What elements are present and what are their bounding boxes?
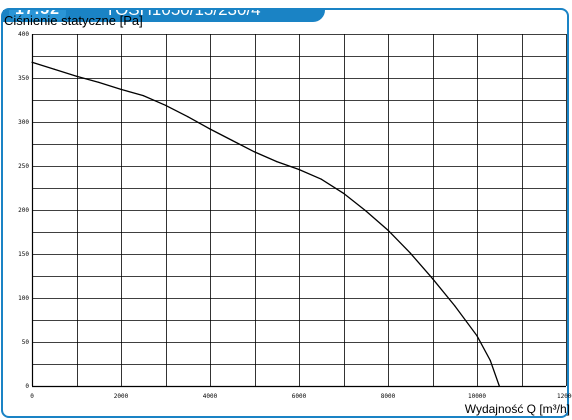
series-point <box>320 178 322 180</box>
series-point <box>365 210 367 212</box>
series-line <box>31 61 500 387</box>
header-badge: 17.52 <box>9 10 67 20</box>
series-point <box>120 88 122 90</box>
series-point <box>409 252 411 254</box>
y-tick-label: 150 <box>18 251 29 258</box>
series-point <box>98 81 100 83</box>
chart-title: Ciśnienie statyczne [Pa] <box>4 13 143 28</box>
series-point <box>164 104 167 106</box>
series-point <box>431 278 434 280</box>
series-point <box>387 229 389 231</box>
y-tick-label: 250 <box>18 163 29 170</box>
series-point <box>209 128 211 130</box>
series-point <box>253 151 256 153</box>
series-point <box>454 305 456 307</box>
x-tick-label: 0 <box>30 393 34 400</box>
series-point <box>276 161 278 163</box>
x-tick-label: 10000 <box>468 393 486 400</box>
y-tick-label: 350 <box>18 75 29 82</box>
series-point <box>53 68 55 70</box>
series-point <box>489 359 491 362</box>
series-point <box>498 385 500 387</box>
series-point <box>75 75 78 77</box>
chart-frame: 17.52 TOSH1050/15/230/4 <box>1 8 569 418</box>
series-point <box>298 168 300 171</box>
header-model: TOSH1050/15/230/4 <box>105 10 261 20</box>
series-point <box>231 139 233 142</box>
x-tick-label: 12000 <box>557 393 572 400</box>
y-tick-label: 200 <box>18 207 29 214</box>
y-tick-label: 0 <box>25 383 29 390</box>
y-tick-label: 300 <box>18 119 29 126</box>
x-axis-label: Wydajność Q [m³/h] <box>464 402 570 416</box>
header-tab: 17.52 TOSH1050/15/230/4 <box>3 10 325 22</box>
y-tick-label: 400 <box>18 31 29 38</box>
x-tick-label: 6000 <box>292 393 307 400</box>
x-tick-label: 2000 <box>114 393 129 400</box>
series-point <box>31 61 33 63</box>
y-tick-label: 50 <box>22 339 30 346</box>
x-tick-label: 8000 <box>381 393 396 400</box>
series-point <box>476 335 478 337</box>
series-point <box>187 116 189 118</box>
series-point <box>342 192 345 194</box>
x-tick-label: 4000 <box>203 393 218 400</box>
y-tick-label: 100 <box>18 295 29 302</box>
series-point <box>142 95 144 97</box>
